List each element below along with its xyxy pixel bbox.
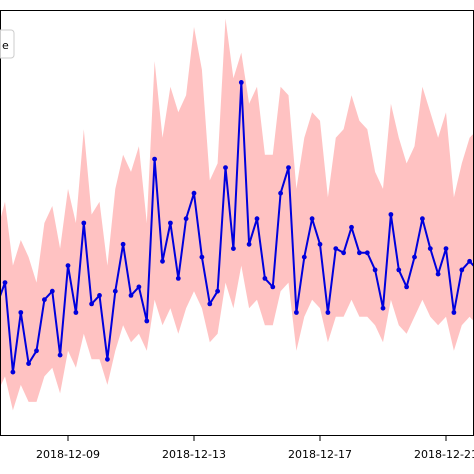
data-point (105, 356, 110, 362)
data-point (396, 267, 402, 273)
data-point (380, 305, 386, 311)
data-point (183, 216, 189, 222)
data-point (65, 263, 71, 268)
data-point (223, 165, 228, 171)
x-tick-label: 2018-12-09 (36, 448, 100, 461)
data-point (238, 80, 244, 85)
data-point (73, 310, 79, 315)
data-point (459, 267, 465, 273)
data-point (270, 284, 276, 290)
data-point (191, 190, 197, 196)
x-tick-label: 2018-12-17 (288, 448, 352, 461)
data-point (10, 369, 16, 375)
data-point (254, 216, 260, 222)
data-point (128, 293, 134, 298)
data-point (357, 250, 362, 256)
data-point (420, 216, 425, 222)
data-point (246, 241, 252, 247)
data-point (301, 254, 307, 260)
legend-box (0, 29, 15, 59)
data-point (325, 310, 331, 315)
data-point (372, 267, 378, 273)
data-point (2, 280, 8, 285)
data-point (467, 258, 472, 264)
data-point (120, 241, 126, 247)
data-point (144, 318, 150, 324)
data-point (18, 310, 24, 315)
legend-entry-text: e (2, 39, 9, 52)
data-point (97, 293, 102, 298)
data-point (215, 288, 221, 294)
data-point (317, 241, 323, 247)
data-point (26, 361, 31, 366)
data-point (294, 310, 299, 315)
data-point (160, 258, 165, 264)
x-axis-ticks: 2018-12-09 2018-12-13 2018-12-17 2018-12-21… (36, 436, 474, 461)
data-point (333, 246, 339, 252)
series-points-layer (2, 80, 472, 375)
data-point (136, 284, 142, 290)
data-point (42, 297, 47, 303)
data-point (89, 301, 94, 307)
x-tick-label: 2018-12-13 (162, 448, 226, 461)
data-point (443, 246, 449, 252)
data-point (175, 276, 181, 281)
data-point (286, 165, 291, 171)
data-point (388, 212, 394, 217)
data-point (152, 156, 158, 162)
data-point (34, 348, 39, 354)
legend: e (0, 29, 15, 59)
data-point (278, 190, 283, 196)
data-point (81, 220, 87, 226)
data-point (199, 254, 205, 260)
data-point (435, 271, 441, 277)
confidence-band (0, 18, 474, 411)
plot-area (0, 18, 474, 411)
data-point (309, 216, 315, 222)
data-point (262, 276, 268, 281)
data-point (231, 246, 236, 252)
data-point (404, 284, 409, 290)
data-point (207, 301, 213, 307)
data-point (112, 288, 118, 294)
confidence-band-layer (0, 18, 474, 411)
x-tick-label: 2018-12-21 (414, 448, 474, 461)
data-point (341, 250, 346, 256)
data-point (168, 220, 173, 226)
data-point (57, 352, 63, 358)
data-point (349, 224, 354, 230)
data-point (427, 246, 433, 252)
data-point (451, 310, 457, 315)
data-point (49, 288, 55, 294)
data-point (412, 254, 417, 260)
data-point (364, 250, 370, 256)
